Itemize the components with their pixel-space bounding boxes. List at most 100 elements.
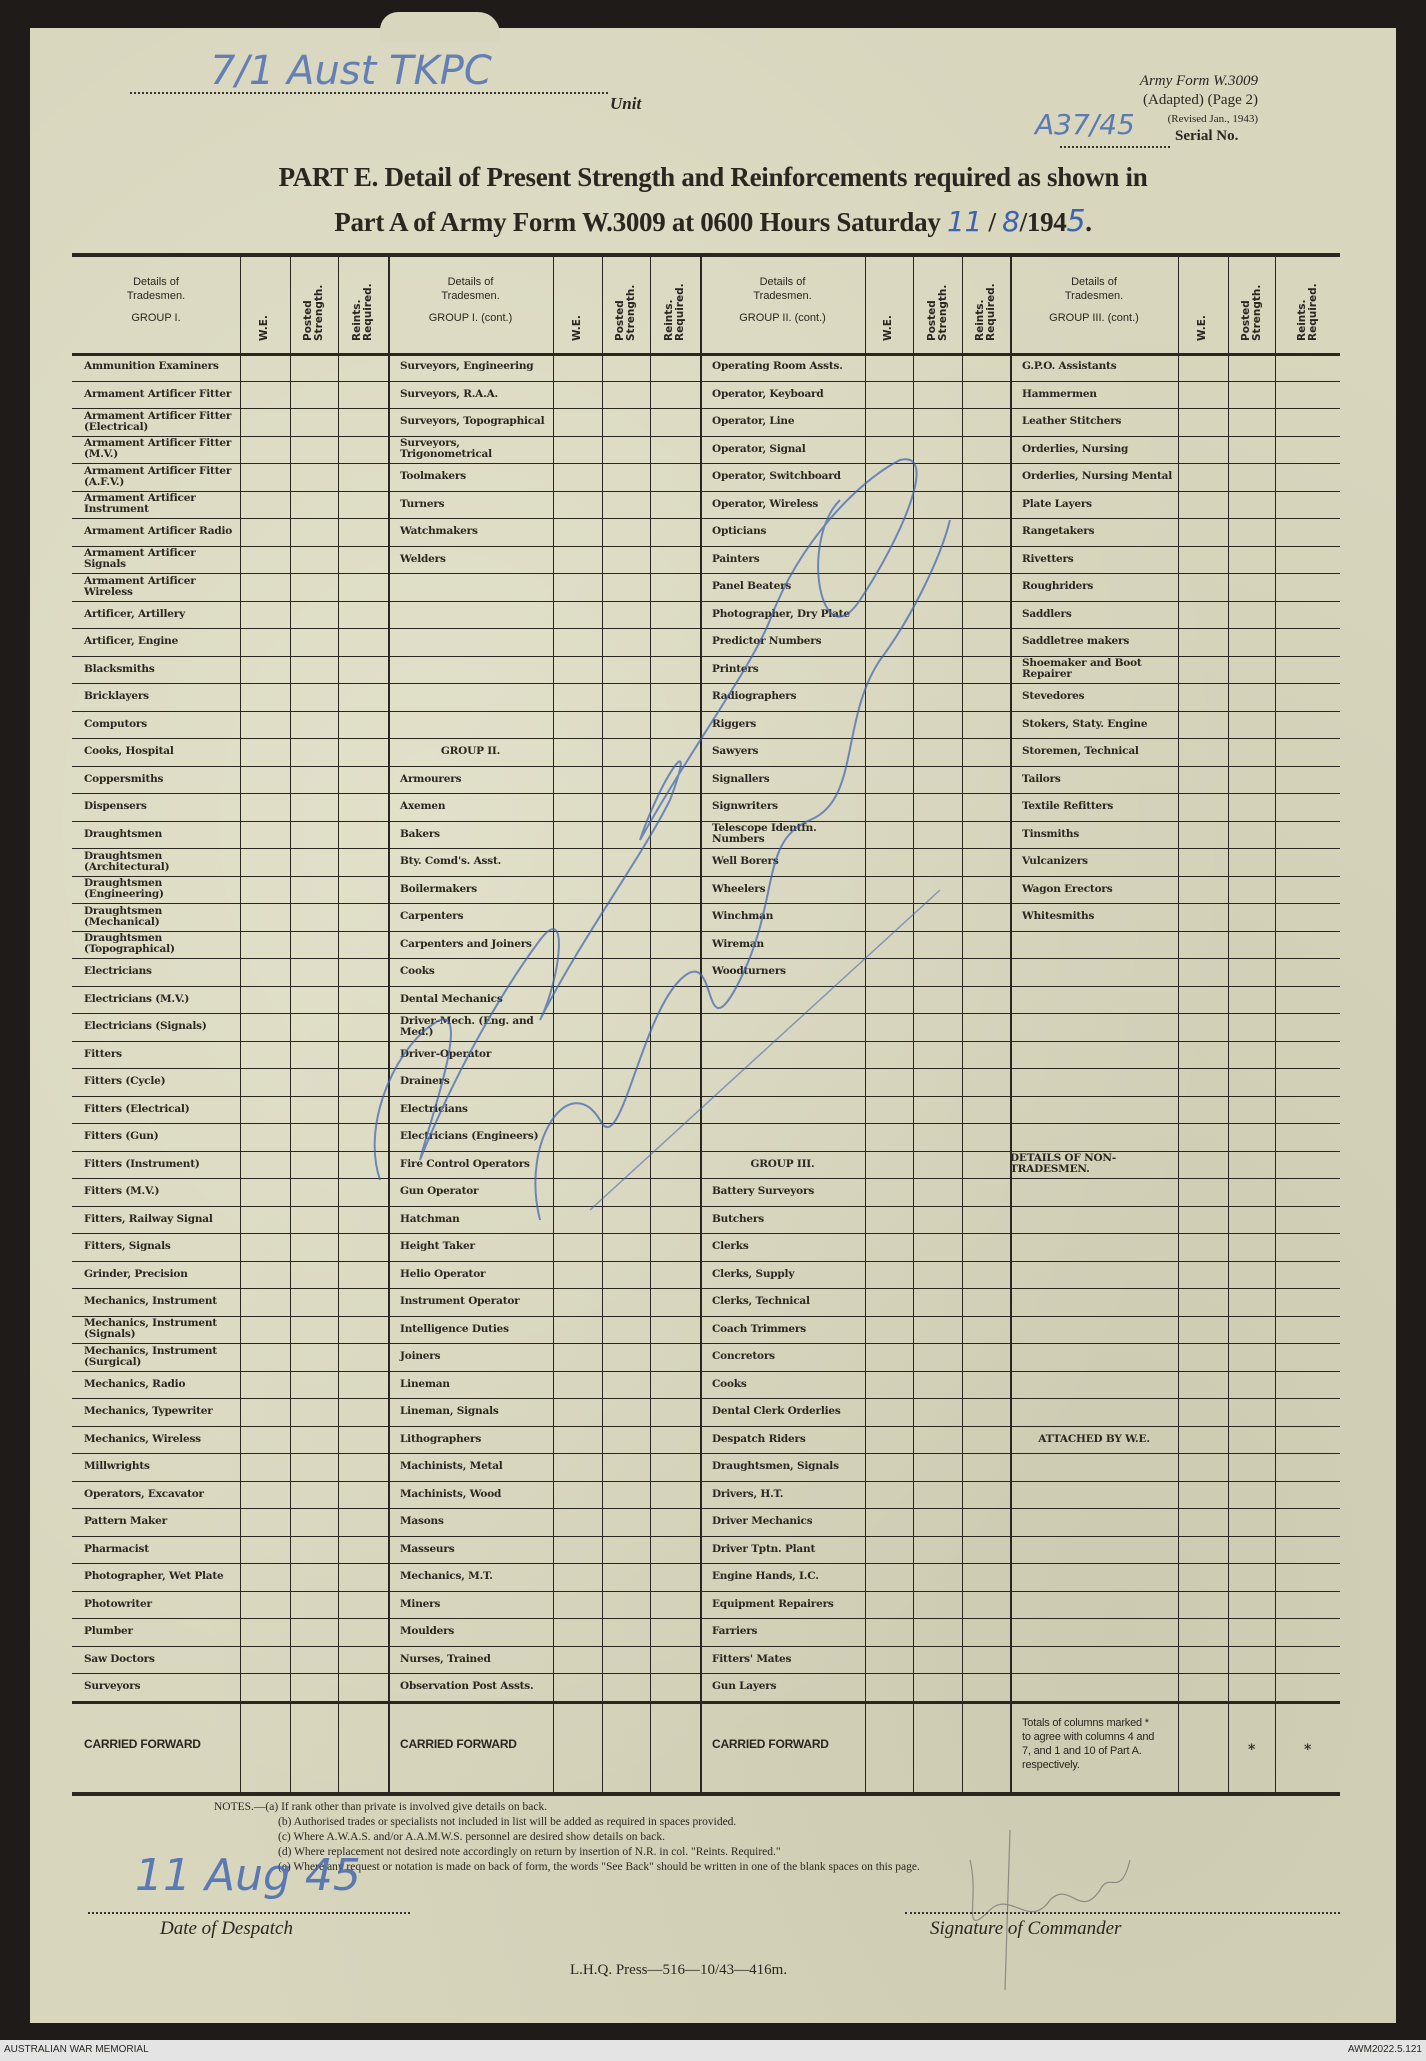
- trade-label: Operator, Keyboard: [712, 387, 824, 400]
- row-rule: [72, 738, 1340, 739]
- trade-label: Observation Post Assts.: [400, 1680, 534, 1693]
- trade-label: Fitters, Railway Signal: [84, 1212, 213, 1225]
- row-rule: [72, 793, 1340, 794]
- signature-line: [905, 1912, 1340, 1914]
- trade-label: Electricians: [84, 965, 152, 978]
- unit-label: Unit: [610, 94, 642, 113]
- asterisk-marker: *: [1247, 1742, 1256, 1758]
- trade-label: Driver-Mech. (Eng. and Med.): [400, 1014, 534, 1038]
- row-rule: [72, 1233, 1340, 1234]
- signature-label: Signature of Commander: [930, 1918, 1122, 1939]
- trade-label: Printers: [712, 662, 759, 675]
- trade-label: Operator, Signal: [712, 442, 806, 455]
- trade-label: Signwriters: [712, 800, 778, 813]
- trade-label: Operator, Wireless: [712, 497, 819, 510]
- carried-forward-rule: [72, 1700, 1340, 1704]
- row-rule: [72, 1398, 1340, 1399]
- column-header-reints-required: Reints. Required.: [663, 283, 686, 341]
- despatch-line: [88, 1912, 410, 1914]
- trade-label: Surveyors, Trigonometrical: [400, 437, 492, 461]
- trade-label: Driver-Operator: [400, 1047, 492, 1060]
- column-header-details: Details of Tradesmen. GROUP I.: [72, 275, 240, 325]
- trade-label: Lineman: [400, 1377, 450, 1390]
- trade-label: Driver Mechanics: [712, 1515, 813, 1528]
- row-rule: [72, 1178, 1340, 1179]
- trade-label: Carpenters: [400, 910, 464, 923]
- trade-label: Pattern Maker: [84, 1515, 167, 1528]
- trade-label: Bty. Comd's. Asst.: [400, 855, 502, 868]
- despatch-label: Date of Despatch: [160, 1918, 293, 1939]
- trade-label: Shoemaker and Boot Repairer: [1022, 657, 1142, 681]
- trade-label: Boilermakers: [400, 882, 477, 895]
- trade-label: Fitters (Gun): [84, 1130, 159, 1143]
- column-divider: [338, 257, 339, 1792]
- row-rule: [72, 683, 1340, 684]
- group-divider: [388, 257, 390, 1792]
- trade-label: Cooks: [400, 965, 435, 978]
- trade-label: Grinder, Precision: [84, 1267, 188, 1280]
- row-rule: [72, 628, 1340, 629]
- row-rule: [72, 1150, 1340, 1152]
- row-rule: [72, 1480, 1340, 1482]
- trade-label: Fitters (Cycle): [84, 1075, 166, 1088]
- trade-label: Woodturners: [712, 965, 786, 978]
- trade-label: Machinists, Metal: [400, 1460, 503, 1473]
- column-divider: [602, 257, 603, 1792]
- trade-label: Whitesmiths: [1022, 910, 1095, 923]
- row-rule: [72, 655, 1340, 657]
- trade-label: Drivers, H.T.: [712, 1487, 784, 1500]
- trade-label: Helio Operator: [400, 1267, 486, 1280]
- column-divider: [553, 257, 554, 1792]
- row-rule: [72, 380, 1340, 382]
- column-header-we: W.E.: [570, 315, 583, 341]
- trade-label: Photographer, Wet Plate: [84, 1570, 224, 1583]
- row-rule: [72, 1673, 1340, 1674]
- trade-label: Photographer, Dry Plate: [712, 607, 850, 620]
- trade-label: Surveyors: [84, 1680, 141, 1693]
- trade-label: Hatchman: [400, 1212, 460, 1225]
- row-rule: [72, 1040, 1340, 1042]
- row-rule: [72, 765, 1340, 767]
- page-title: PART E. Detail of Present Strength and R…: [278, 162, 1148, 192]
- trade-label: Armament Artificer Fitter (A.F.V.): [84, 464, 232, 488]
- trade-label: Draughtsmen, Signals: [712, 1460, 839, 1473]
- trade-label: Mechanics, Instrument (Surgical): [84, 1344, 217, 1368]
- trade-label: Armament Artificer Fitter (M.V.): [84, 437, 232, 461]
- trade-label: Driver Tptn. Plant: [712, 1542, 816, 1555]
- trade-label: Fire Control Operators: [400, 1157, 530, 1170]
- column-header-we: W.E.: [882, 315, 894, 341]
- trade-label: Fitters' Mates: [712, 1652, 792, 1665]
- trade-label: Gun Operator: [400, 1185, 479, 1198]
- column-divider: [1275, 257, 1276, 1792]
- column-header-posted-strength: Posted Strength.: [925, 284, 949, 341]
- trade-label: Mechanics, Typewriter: [84, 1405, 213, 1418]
- column-header-details: Details of Tradesmen. GROUP III. (cont.): [1010, 275, 1178, 325]
- trade-label: Tailors: [1022, 772, 1061, 785]
- form-reference: Army Form W.3009 (Adapted) (Page 2) (Rev…: [1140, 72, 1258, 129]
- trade-label: Lineman, Signals: [400, 1405, 499, 1418]
- row-rule: [72, 518, 1340, 519]
- carried-forward-label: CARRIED FORWARD: [84, 1736, 201, 1751]
- row-rule: [72, 573, 1340, 574]
- trade-label: Operators, Excavator: [84, 1487, 204, 1500]
- row-rule: [72, 1123, 1340, 1124]
- trade-label: Dispensers: [84, 800, 147, 813]
- trade-label: Predictor Numbers: [712, 635, 822, 648]
- carried-forward-label: CARRIED FORWARD: [400, 1736, 517, 1751]
- trade-label: Draughtsmen (Mechanical): [84, 904, 163, 928]
- row-rule: [72, 1590, 1340, 1592]
- trade-label: Carpenters and Joiners: [400, 937, 532, 950]
- trade-label: Intelligence Duties: [400, 1322, 509, 1335]
- column-divider: [650, 257, 651, 1792]
- column-header-details: Details of Tradesmen. GROUP I. (cont.): [388, 275, 553, 325]
- column-header-reints-required: Reints. Required.: [1295, 283, 1319, 341]
- totals-note: Totals of columns marked * to agree with…: [1022, 1717, 1155, 1772]
- row-rule: [72, 1425, 1340, 1427]
- row-rule: [72, 490, 1340, 492]
- title-text: Part A of Army Form W.3009 at 0600 Hours…: [334, 207, 941, 237]
- row-rule: [72, 1205, 1340, 1207]
- row-rule: [72, 1288, 1340, 1289]
- row-rule: [72, 1618, 1340, 1619]
- trade-label: Fitters: [84, 1047, 122, 1060]
- trade-label: Clerks, Technical: [712, 1295, 810, 1308]
